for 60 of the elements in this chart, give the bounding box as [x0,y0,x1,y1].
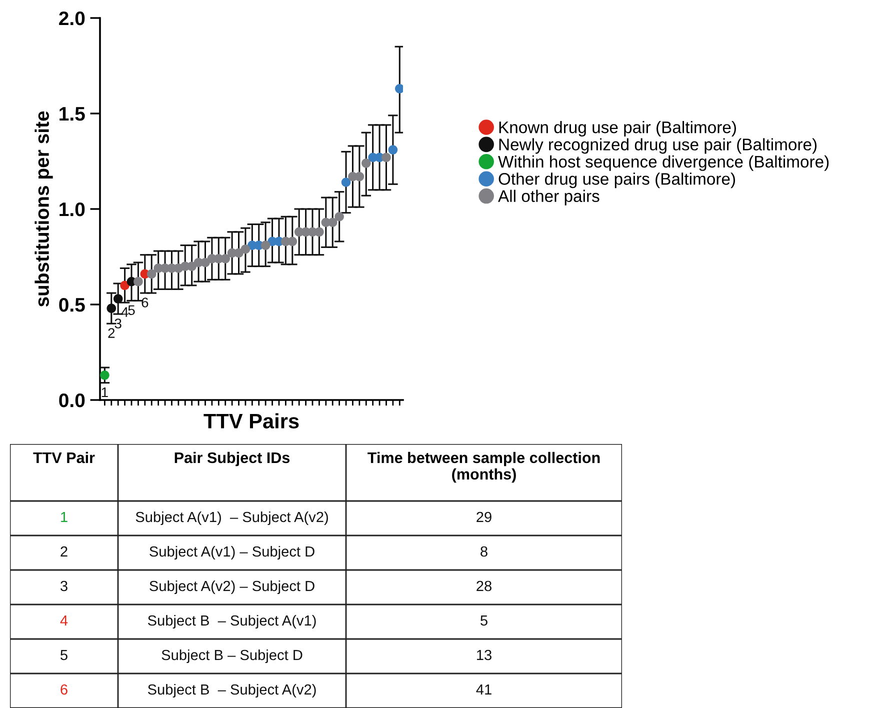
annotation: 4 [121,307,128,317]
annotation: 3 [114,318,122,328]
text: 2 [60,546,68,557]
text: Subject B – Subject A(v2) [148,684,316,698]
point [200,258,210,268]
point [240,244,250,254]
x-axis-title: TTV Pairs [204,413,299,428]
point [354,172,364,182]
text: 5 [60,650,68,660]
text: 1 [61,512,68,522]
point [220,254,230,264]
text: 4 [60,615,68,626]
point [334,212,344,222]
text: 41 [476,684,492,695]
legend-label: Newly recognized drug use pair (Baltimore) [499,138,817,154]
point [361,158,371,168]
point [388,145,398,154]
annotation: 5 [128,305,135,316]
text: 3 [60,580,68,592]
text: 6 [60,684,68,695]
point [341,178,351,187]
y-tick-label: 0.0 [59,393,85,408]
point [288,236,298,246]
point [134,276,143,286]
legend-label: Other drug use pairs (Baltimore) [498,172,736,188]
text: 5 [480,615,488,626]
point [260,240,270,250]
point [120,280,130,290]
text: Subject B – Subject A(v1) [148,614,316,629]
y-tick-label: 1.5 [60,107,85,121]
y-axis-title: substitutions per site [34,111,53,307]
point [394,84,403,94]
y-tick-label: 2.0 [59,11,85,26]
point [146,269,156,279]
text: Subject A(v2) – Subject D [150,580,314,594]
legend-label: Within host sequence divergence (Baltimore) [498,155,829,171]
annotation: 6 [142,298,148,308]
point [113,294,123,304]
point [328,218,338,228]
text: 8 [480,546,488,557]
y-tick-label: 0.5 [59,298,85,312]
point [234,248,244,258]
text: Pair Subject IDs [174,452,290,466]
text: 13 [477,650,492,660]
text: 29 [476,512,492,522]
point [100,370,110,380]
legend-label: All other pairs [498,190,600,206]
text: Subject A(v1) – Subject D [150,546,314,560]
point [106,304,116,313]
point [382,152,391,162]
text: Time between sample collection (months) [368,452,600,483]
text: Subject B – Subject D [162,649,302,664]
y-tick-label: 1.0 [60,202,85,216]
annotation: 1 [102,387,108,398]
point [314,227,324,237]
annotation: 2 [108,328,115,338]
text: Subject A(v1) – Subject A(v2) [136,511,328,526]
text: TTV Pair [33,452,95,464]
legend-label: Known drug use pair (Baltimore) [499,120,736,137]
text: 28 [476,580,492,592]
